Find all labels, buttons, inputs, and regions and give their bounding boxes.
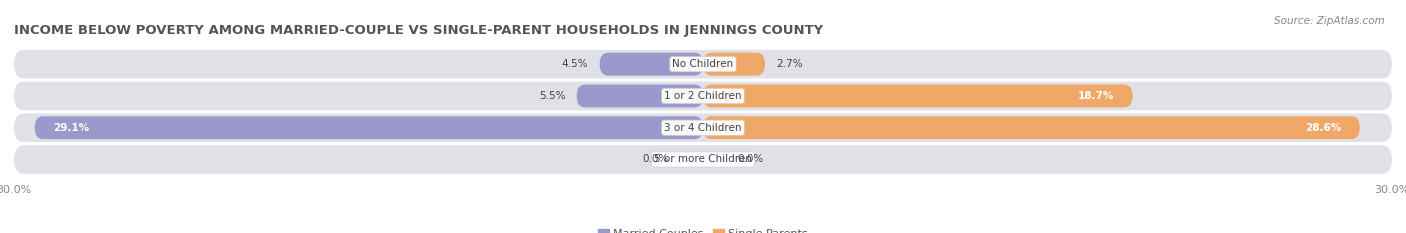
Text: Source: ZipAtlas.com: Source: ZipAtlas.com <box>1274 16 1385 26</box>
Text: 3 or 4 Children: 3 or 4 Children <box>664 123 742 133</box>
Text: 5 or more Children: 5 or more Children <box>654 154 752 164</box>
FancyBboxPatch shape <box>703 116 1360 139</box>
FancyBboxPatch shape <box>14 113 1392 142</box>
Text: 0.0%: 0.0% <box>643 154 669 164</box>
Text: 2.7%: 2.7% <box>776 59 803 69</box>
Text: 5.5%: 5.5% <box>538 91 565 101</box>
Text: 29.1%: 29.1% <box>53 123 89 133</box>
FancyBboxPatch shape <box>35 116 703 139</box>
FancyBboxPatch shape <box>14 145 1392 174</box>
Text: 0.0%: 0.0% <box>738 154 763 164</box>
Text: INCOME BELOW POVERTY AMONG MARRIED-COUPLE VS SINGLE-PARENT HOUSEHOLDS IN JENNING: INCOME BELOW POVERTY AMONG MARRIED-COUPL… <box>14 24 824 37</box>
Text: 18.7%: 18.7% <box>1077 91 1114 101</box>
Legend: Married Couples, Single Parents: Married Couples, Single Parents <box>598 229 808 233</box>
Text: 1 or 2 Children: 1 or 2 Children <box>664 91 742 101</box>
Text: 28.6%: 28.6% <box>1305 123 1341 133</box>
FancyBboxPatch shape <box>576 85 703 107</box>
FancyBboxPatch shape <box>14 50 1392 79</box>
FancyBboxPatch shape <box>703 53 765 76</box>
Text: No Children: No Children <box>672 59 734 69</box>
FancyBboxPatch shape <box>599 53 703 76</box>
Text: 4.5%: 4.5% <box>561 59 588 69</box>
FancyBboxPatch shape <box>703 85 1132 107</box>
FancyBboxPatch shape <box>14 82 1392 110</box>
